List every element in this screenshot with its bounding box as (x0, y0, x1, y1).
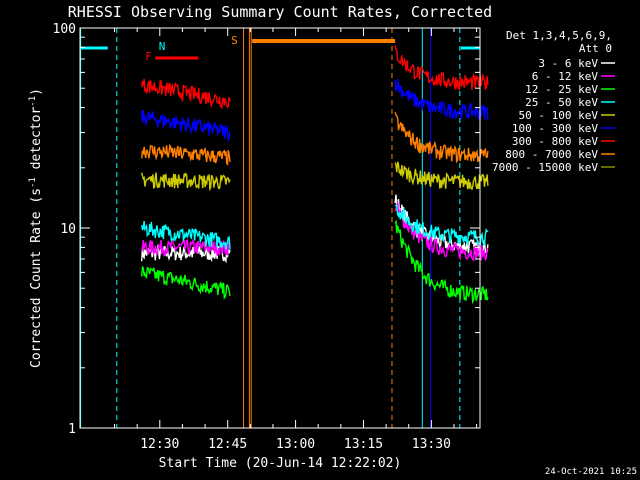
series-line-5 (141, 172, 231, 192)
x-tick-label: 13:00 (276, 437, 315, 452)
legend-label: 50 - 100 keV (519, 109, 599, 122)
x-tick-label: 13:15 (344, 437, 383, 452)
legend-label: 3 - 6 keV (538, 57, 598, 70)
series-line-7 (141, 78, 231, 110)
series-line-3 (141, 265, 231, 300)
legend-label: 12 - 25 keV (525, 83, 598, 96)
series-line-7 (394, 45, 489, 91)
series-line-6 (141, 109, 231, 143)
series-line-6 (394, 79, 489, 121)
x-tick-label: 12:30 (140, 437, 179, 452)
legend-label: 7000 - 15000 keV (492, 161, 598, 174)
flag-label: F (145, 50, 152, 63)
plot-frame (79, 27, 481, 429)
y-tick-label: 1 (68, 422, 76, 437)
legend-label: 100 - 300 keV (512, 122, 598, 135)
legend-label: 300 - 800 keV (512, 135, 598, 148)
axes: 12:30 12:45 13:00 13:15 13:30 1 10 100 (53, 22, 480, 452)
legend-label: 25 - 50 keV (525, 96, 598, 109)
series-line-8 (394, 112, 489, 164)
series-line-5 (394, 161, 489, 191)
y-tick-label: 100 (53, 22, 76, 37)
y-tick-label: 10 (60, 222, 76, 237)
legend-header-line2: Att 0 (579, 42, 612, 55)
series-line-2 (394, 200, 488, 262)
x-tick-label: 13:30 (412, 437, 451, 452)
series-line-4 (394, 204, 489, 247)
series-line-4 (141, 221, 231, 250)
series-line-8 (141, 143, 231, 166)
flag-label: N (159, 40, 166, 53)
x-tick-label: 12:45 (208, 437, 247, 452)
footer-date: 24-Oct-2021 10:25 (545, 467, 637, 477)
series-line-2 (141, 237, 231, 257)
x-axis-label: Start Time (20-Jun-14 12:22:02) (159, 456, 402, 471)
chart-title: RHESSI Observing Summary Count Rates, Co… (68, 3, 492, 21)
plot-data (141, 45, 489, 305)
legend-label: 800 - 7000 keV (505, 148, 598, 161)
legend-label: 6 - 12 keV (532, 70, 599, 83)
flag-label: S (231, 34, 238, 47)
legend-header-line1: Det 1,3,4,5,6,9, (506, 29, 612, 42)
series-line-3 (394, 219, 489, 305)
y-axis-label: Corrected Count Rate (s-1 detector-1) (28, 88, 44, 368)
